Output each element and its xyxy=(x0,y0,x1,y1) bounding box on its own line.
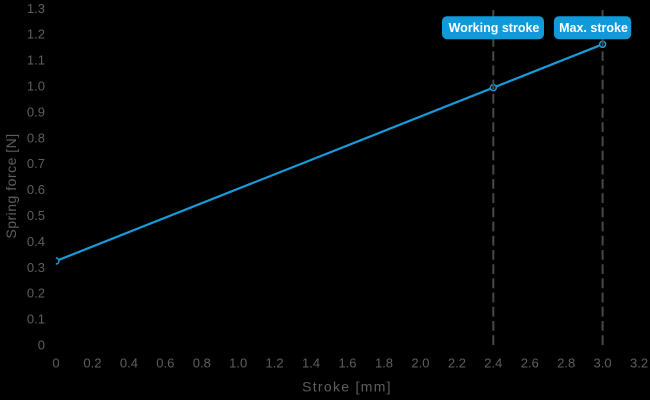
svg-text:0.3: 0.3 xyxy=(27,260,45,275)
svg-text:Max. stroke: Max. stroke xyxy=(559,21,628,35)
svg-text:0.4: 0.4 xyxy=(120,356,138,371)
svg-text:1.0: 1.0 xyxy=(27,79,45,94)
svg-text:1.2: 1.2 xyxy=(266,356,284,371)
svg-text:1.6: 1.6 xyxy=(338,356,356,371)
svg-text:0.2: 0.2 xyxy=(83,356,101,371)
svg-text:3.2: 3.2 xyxy=(630,356,648,371)
svg-text:0.6: 0.6 xyxy=(27,182,45,197)
svg-text:0.2: 0.2 xyxy=(27,286,45,301)
svg-text:0.4: 0.4 xyxy=(27,234,45,249)
svg-text:2.8: 2.8 xyxy=(557,356,575,371)
svg-text:2.2: 2.2 xyxy=(448,356,466,371)
svg-text:0: 0 xyxy=(52,356,59,371)
svg-text:Working stroke: Working stroke xyxy=(449,21,540,35)
svg-text:Spring force [N]: Spring force [N] xyxy=(3,133,19,238)
svg-text:3.0: 3.0 xyxy=(594,356,612,371)
svg-text:1.0: 1.0 xyxy=(229,356,247,371)
svg-text:1.3: 1.3 xyxy=(27,1,45,16)
svg-text:0.7: 0.7 xyxy=(27,156,45,171)
svg-text:0.5: 0.5 xyxy=(27,208,45,223)
svg-text:2.4: 2.4 xyxy=(484,356,502,371)
svg-text:0.1: 0.1 xyxy=(27,312,45,327)
svg-text:0.9: 0.9 xyxy=(27,104,45,119)
svg-text:1.1: 1.1 xyxy=(27,53,45,68)
svg-text:1.2: 1.2 xyxy=(27,27,45,42)
svg-text:2.0: 2.0 xyxy=(411,356,429,371)
svg-text:1.8: 1.8 xyxy=(375,356,393,371)
svg-text:Stroke [mm]: Stroke [mm] xyxy=(302,379,392,395)
svg-text:2.6: 2.6 xyxy=(521,356,539,371)
svg-text:0.6: 0.6 xyxy=(156,356,174,371)
svg-text:0: 0 xyxy=(38,338,45,353)
svg-text:0.8: 0.8 xyxy=(27,130,45,145)
svg-text:1.4: 1.4 xyxy=(302,356,320,371)
svg-text:0.8: 0.8 xyxy=(193,356,211,371)
